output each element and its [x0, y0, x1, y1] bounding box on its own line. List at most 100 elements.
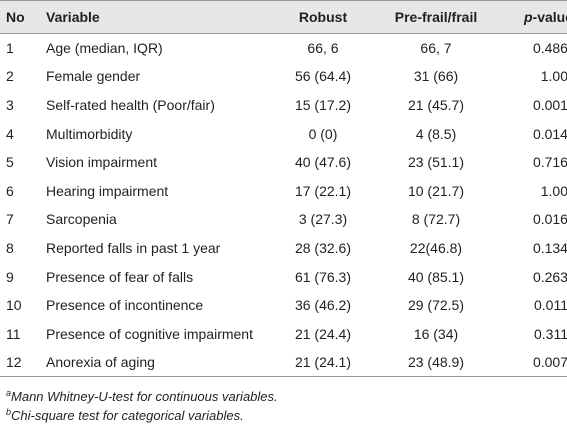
cell: 2 [6, 68, 14, 85]
cell: Multimorbidity [46, 125, 133, 142]
cell: Vision impairment [46, 154, 158, 171]
cell: Presence of incontinence [46, 297, 204, 314]
cell: 0.014b [510, 119, 567, 148]
row: 9 Presence of fear of falls 61 (76.3) 40 (8… [0, 262, 567, 291]
cell: 40 (47.6) [294, 154, 352, 171]
footnote-text: Mann Whitney-U-test for continuous varia… [11, 389, 278, 405]
cell: Presence of cognitive impairment [46, 325, 253, 342]
cell: 0.016b [510, 205, 567, 234]
row: 3 Self-rated health (Poor/fair) 15 (17.2) 2… [0, 91, 567, 120]
cell: 1.00b [510, 176, 567, 205]
footnote-mark: a [6, 388, 12, 399]
p-value: 0.014 [532, 125, 567, 142]
cell: 66, 7 [420, 40, 452, 57]
cell: Reported falls in past 1 year [46, 239, 221, 256]
cell: 3 [6, 96, 14, 113]
cell: 21 (24.1) [294, 354, 352, 371]
header-row: No Variable Robust Pre-frail/frail p-val… [0, 0, 567, 34]
p-value: 1.00 [540, 182, 567, 199]
footnotes: aMann Whitney-U-test for continuous vari… [0, 387, 567, 425]
cell: 0.134b [510, 234, 567, 263]
cell: 4 (8.5) [415, 125, 457, 142]
cell: 5 [6, 154, 14, 171]
row: 2 Female gender 56 (64.4) 31 (66) 1.00b [0, 62, 567, 91]
cell: 10 [6, 297, 22, 314]
row: 11 Presence of cognitive impairment 21 (24… [0, 319, 567, 348]
cell: 0.007b [510, 348, 567, 377]
header-cell: No [6, 9, 25, 25]
data-table: No Variable Robust Pre-frail/frail p-val… [0, 0, 567, 377]
p-value: 0.001 [532, 96, 567, 113]
cell: 29 (72.5) [407, 297, 465, 314]
cell: Sarcopenia [46, 211, 117, 228]
cell: 21 (45.7) [407, 96, 465, 113]
p-value: 0.311 [533, 325, 567, 342]
cell: 61 (76.3) [294, 268, 352, 285]
cell: Anorexia of aging [46, 354, 155, 371]
cell: 17 (22.1) [294, 182, 352, 199]
p-value: 0.016 [532, 211, 567, 228]
cell: 0.011b [510, 291, 567, 320]
cell: 16 (34) [413, 325, 459, 342]
cell: 1.00b [510, 62, 567, 91]
row: 7 Sarcopenia 3 (27.3) 8 (72.7) 0.016b [0, 205, 567, 234]
cell: 12 [6, 354, 22, 371]
cell: 15 (17.2) [294, 96, 352, 113]
cell: 22(46.8) [409, 239, 463, 256]
header-cell: p-value [510, 1, 567, 34]
cell: 10 (21.7) [407, 182, 465, 199]
header-italic: p [523, 9, 533, 25]
cell: 1 [6, 40, 14, 57]
cell: 23 (48.9) [407, 354, 465, 371]
cell: 40 (85.1) [407, 268, 465, 285]
footnote-text: Chi-square test for categorical variable… [11, 408, 244, 424]
p-value: 0.263 [532, 268, 567, 285]
p-value: 1.00 [540, 68, 567, 85]
header-cell: Robust [298, 9, 348, 25]
cell: Age (median, IQR) [46, 40, 163, 57]
cell: 56 (64.4) [294, 68, 352, 85]
p-value: 0.007 [532, 354, 567, 371]
header-cell: Variable [46, 9, 100, 25]
cell: 7 [6, 211, 14, 228]
cell: 66, 6 [307, 40, 339, 57]
cell: 3 (27.3) [298, 211, 348, 228]
cell: 11 [6, 325, 21, 342]
cell: 6 [6, 182, 14, 199]
footnote: aMann Whitney-U-test for continuous vari… [6, 387, 567, 406]
cell: 8 (72.7) [411, 211, 461, 228]
cell: 28 (32.6) [294, 239, 352, 256]
header-cell: Pre-frail/frail [394, 9, 478, 25]
cell: 0.716b [510, 148, 567, 177]
footnote: bChi-square test for categorical variabl… [6, 406, 567, 425]
cell: 0.311b [510, 319, 567, 348]
p-value: 0.011 [533, 297, 567, 314]
cell: 0.486a [510, 34, 567, 63]
p-value: 0.486 [532, 40, 567, 57]
p-value: 0.716 [532, 154, 567, 171]
cell: 23 (51.1) [407, 154, 465, 171]
row: 12 Anorexia of aging 21 (24.1) 23 (48.9) 0.0… [0, 348, 567, 377]
cell: 31 (66) [413, 68, 459, 85]
row: 10 Presence of incontinence 36 (46.2) 29 (7… [0, 291, 567, 320]
cell: Female gender [46, 68, 141, 85]
row: 4 Multimorbidity 0 (0) 4 (8.5) 0.014b [0, 119, 567, 148]
footnote-mark: b [6, 407, 12, 418]
row: 8 Reported falls in past 1 year 28 (32.6) 2… [0, 234, 567, 263]
row: 5 Vision impairment 40 (47.6) 23 (51.1) 0.71… [0, 148, 567, 177]
row: 6 Hearing impairment 17 (22.1) 10 (21.7) 1.0… [0, 176, 567, 205]
cell: 9 [6, 268, 14, 285]
cell: Hearing impairment [46, 182, 169, 199]
cell: Self-rated health (Poor/fair) [46, 96, 215, 113]
cell: Presence of fear of falls [46, 268, 194, 285]
cell: 36 (46.2) [294, 297, 352, 314]
cell: 21 (24.4) [294, 325, 352, 342]
cell: 0.263b [510, 262, 567, 291]
table-body: 1 Age (median, IQR) 66, 6 66, 7 0.486a 2 Femal… [0, 34, 567, 377]
header-text: -value [532, 9, 567, 25]
row: 1 Age (median, IQR) 66, 6 66, 7 0.486a [0, 34, 567, 63]
cell: 8 [6, 239, 14, 256]
cell: 0.001b [510, 91, 567, 120]
cell: 0 (0) [308, 125, 338, 142]
